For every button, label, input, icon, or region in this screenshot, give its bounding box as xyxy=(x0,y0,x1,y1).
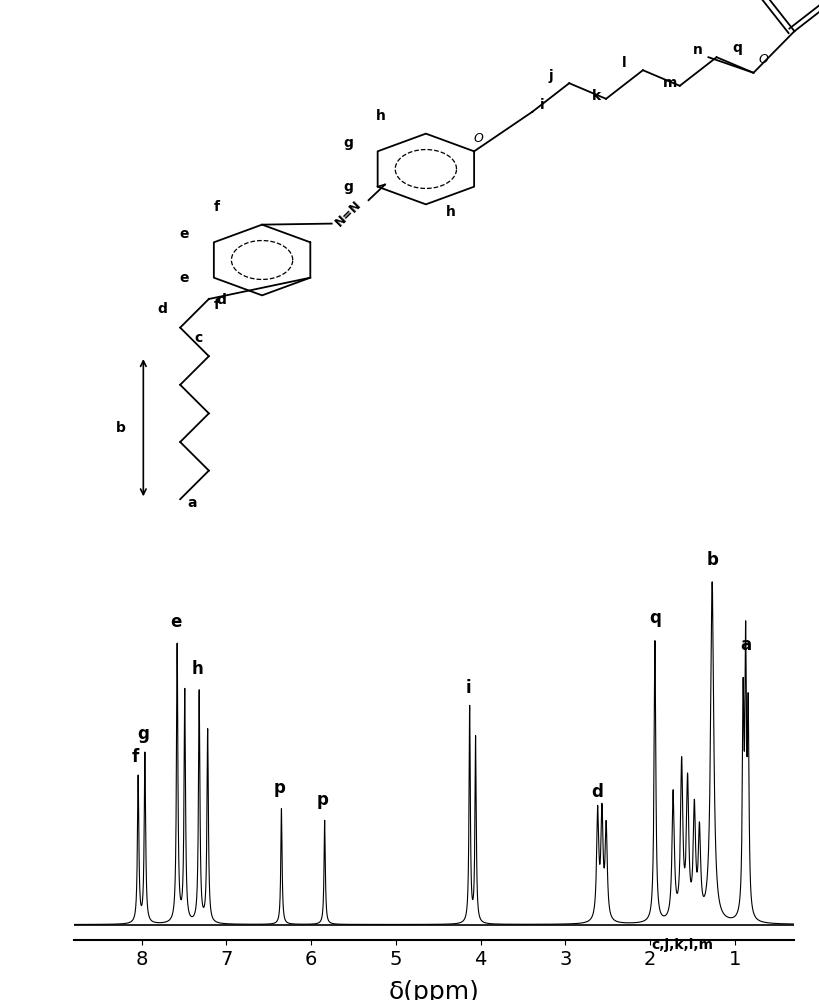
Text: f: f xyxy=(214,298,220,312)
Text: h: h xyxy=(192,660,203,678)
Text: e: e xyxy=(179,271,189,285)
Text: h: h xyxy=(376,109,386,123)
Text: f: f xyxy=(132,748,139,766)
Text: i: i xyxy=(540,98,545,112)
Text: g: g xyxy=(138,725,149,743)
Text: m: m xyxy=(663,76,677,90)
X-axis label: δ(ppm): δ(ppm) xyxy=(389,980,479,1000)
Text: c: c xyxy=(194,331,202,345)
Text: O: O xyxy=(473,132,483,145)
Text: g: g xyxy=(343,136,353,150)
Text: g: g xyxy=(343,180,353,194)
Text: e: e xyxy=(179,227,189,241)
Text: b: b xyxy=(115,421,125,435)
Text: n: n xyxy=(693,43,704,57)
Text: c,j,k,l,m: c,j,k,l,m xyxy=(651,938,713,952)
Text: j: j xyxy=(549,69,553,83)
Text: h: h xyxy=(446,205,455,219)
Text: p: p xyxy=(317,791,329,809)
Text: d: d xyxy=(591,783,603,801)
Text: f: f xyxy=(214,200,220,214)
Text: O: O xyxy=(758,53,768,66)
Text: q: q xyxy=(649,609,661,627)
Text: d: d xyxy=(157,302,167,316)
Text: q: q xyxy=(732,41,742,55)
Text: e: e xyxy=(170,613,181,631)
Text: a: a xyxy=(188,496,197,510)
Text: k: k xyxy=(592,89,601,103)
Text: l: l xyxy=(622,56,627,70)
Text: d: d xyxy=(216,293,226,307)
Text: b: b xyxy=(706,551,718,569)
Text: a: a xyxy=(740,636,751,654)
Text: p: p xyxy=(274,779,286,797)
Text: i: i xyxy=(466,679,472,697)
Text: N=N: N=N xyxy=(333,198,364,229)
